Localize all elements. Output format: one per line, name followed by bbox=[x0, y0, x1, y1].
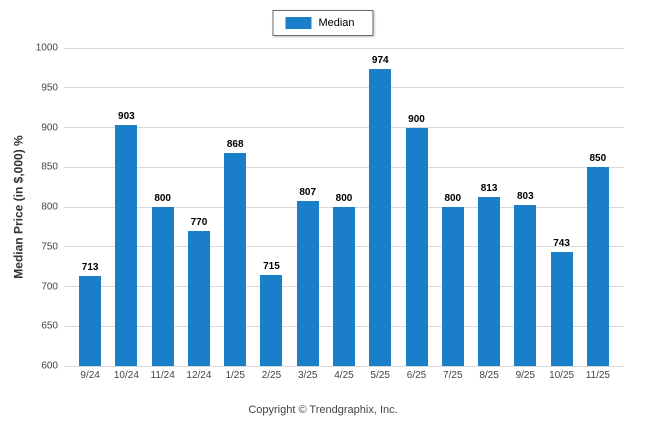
bar-value-label-10/25: 743 bbox=[553, 238, 570, 250]
bar-cell-12/24: 770 bbox=[181, 48, 217, 366]
bar-10/25 bbox=[550, 252, 573, 366]
legend: Median bbox=[272, 10, 374, 36]
bar-value-label-1/25: 868 bbox=[226, 138, 244, 150]
x-tick-label-11/24: 11/24 bbox=[150, 370, 175, 381]
bar-value-label-10/24: 903 bbox=[118, 111, 135, 123]
x-tick-label-6/25: 6/25 bbox=[406, 370, 427, 381]
bar-6/25 bbox=[405, 127, 428, 366]
bar-5/25 bbox=[369, 68, 392, 366]
plot-column: 713 903 800 770 868 715 807 800 974 900 800 813 803 7… bbox=[64, 47, 624, 381]
x-tick-label-9/24: 9/24 bbox=[80, 370, 100, 381]
y-tick-label-1000: 1000 bbox=[35, 42, 58, 54]
y-tick-label-600: 600 bbox=[41, 360, 58, 372]
bar-value-label-6/25: 900 bbox=[408, 113, 425, 125]
y-tick-label-950: 950 bbox=[41, 82, 58, 94]
bar-12/24 bbox=[187, 230, 210, 366]
gridline-950 bbox=[64, 87, 624, 89]
bar-cell-4/25: 800 bbox=[326, 48, 362, 366]
x-tick-label-1/25: 1/25 bbox=[225, 370, 245, 381]
x-tick-label-5/25: 5/25 bbox=[370, 370, 390, 381]
bar-cell-9/24: 713 bbox=[72, 48, 108, 366]
bar-11/24 bbox=[151, 207, 174, 366]
x-tick-label-8/25: 8/25 bbox=[479, 370, 499, 381]
bar-value-label-4/25: 800 bbox=[335, 193, 353, 204]
gridline-850 bbox=[64, 166, 624, 168]
x-tick-label-10/24: 10/24 bbox=[113, 370, 139, 381]
bar-cell-5/25: 974 bbox=[362, 48, 398, 366]
bar-1/25 bbox=[224, 152, 247, 366]
y-tick-label-650: 650 bbox=[41, 320, 58, 332]
bar-2/25 bbox=[260, 274, 283, 366]
bar-7/25 bbox=[441, 207, 464, 366]
copyright-text: Copyright © Trendgraphix, Inc. bbox=[248, 404, 398, 416]
bar-value-label-5/25: 974 bbox=[371, 54, 389, 66]
gridline-1000 bbox=[64, 47, 624, 49]
bar-8/25 bbox=[478, 196, 501, 366]
bar-cell-2/25: 715 bbox=[253, 48, 289, 366]
bar-cell-11/24: 800 bbox=[145, 48, 181, 366]
bar-cell-3/25: 807 bbox=[290, 48, 326, 366]
bar-3/25 bbox=[296, 201, 319, 366]
bar-value-label-2/25: 715 bbox=[263, 260, 280, 272]
bar-9/25 bbox=[514, 204, 537, 366]
y-axis-ticks: 600 650 700 750 800 850 900 950 1000 bbox=[30, 43, 64, 372]
y-axis-title: Median Price (in $,000) % bbox=[8, 48, 30, 366]
bar-cell-1/25: 868 bbox=[217, 48, 253, 366]
bar-11/25 bbox=[586, 167, 609, 366]
x-tick-label-7/25: 7/25 bbox=[443, 370, 463, 381]
x-tick-label-3/25: 3/25 bbox=[297, 370, 318, 381]
gridline-900 bbox=[64, 127, 624, 128]
bar-value-label-7/25: 800 bbox=[444, 193, 462, 204]
x-tick-label-12/24: 12/24 bbox=[186, 370, 212, 381]
gridline-600 bbox=[64, 365, 624, 367]
bar-cell-11/25: 850 bbox=[580, 48, 616, 366]
legend-label-median: Median bbox=[318, 17, 355, 29]
bar-value-label-8/25: 813 bbox=[480, 182, 498, 194]
legend-swatch-median bbox=[285, 17, 312, 29]
bar-10/24 bbox=[115, 125, 138, 366]
bar-cell-9/25: 803 bbox=[507, 48, 543, 366]
bars-row: 713 903 800 770 868 715 807 800 974 900 800 813 803 7… bbox=[72, 48, 616, 366]
bar-cell-7/25: 800 bbox=[435, 48, 471, 366]
x-tick-label-9/25: 9/25 bbox=[515, 370, 536, 381]
y-tick-label-800: 800 bbox=[41, 201, 58, 213]
bar-value-label-3/25: 807 bbox=[299, 187, 317, 199]
x-tick-label-4/25: 4/25 bbox=[334, 370, 354, 381]
x-axis-labels: 9/24 10/24 11/24 12/24 1/25 2/25 3/25 4/25 5/25 6… bbox=[64, 366, 624, 381]
y-tick-label-900: 900 bbox=[41, 122, 58, 133]
bar-cell-8/25: 813 bbox=[471, 48, 507, 366]
bar-cell-10/24: 903 bbox=[108, 48, 144, 366]
y-tick-label-750: 750 bbox=[41, 241, 58, 253]
bar-cell-6/25: 900 bbox=[398, 48, 434, 366]
y-axis-title-text: Median Price (in $,000) % bbox=[12, 135, 27, 279]
bar-value-label-11/25: 850 bbox=[589, 153, 607, 165]
x-tick-label-10/25: 10/25 bbox=[549, 370, 575, 381]
x-tick-label-2/25: 2/25 bbox=[261, 370, 282, 381]
chart-body: Median Price (in $,000) % 600 650 700 750 80… bbox=[8, 43, 624, 381]
bar-cell-10/25: 743 bbox=[543, 48, 579, 366]
bar-value-label-11/24: 800 bbox=[154, 193, 171, 204]
bar-value-label-9/25: 803 bbox=[516, 190, 534, 202]
bar-value-label-12/24: 770 bbox=[190, 216, 208, 228]
plot-area: 713 903 800 770 868 715 807 800 974 900 800 813 803 7… bbox=[64, 47, 624, 367]
y-tick-label-700: 700 bbox=[41, 281, 58, 292]
x-tick-label-11/25: 11/25 bbox=[585, 370, 610, 381]
bar-4/25 bbox=[332, 207, 355, 366]
y-tick-label-850: 850 bbox=[41, 161, 58, 173]
bar-value-label-9/24: 713 bbox=[81, 262, 99, 274]
bar-9/24 bbox=[79, 276, 102, 366]
